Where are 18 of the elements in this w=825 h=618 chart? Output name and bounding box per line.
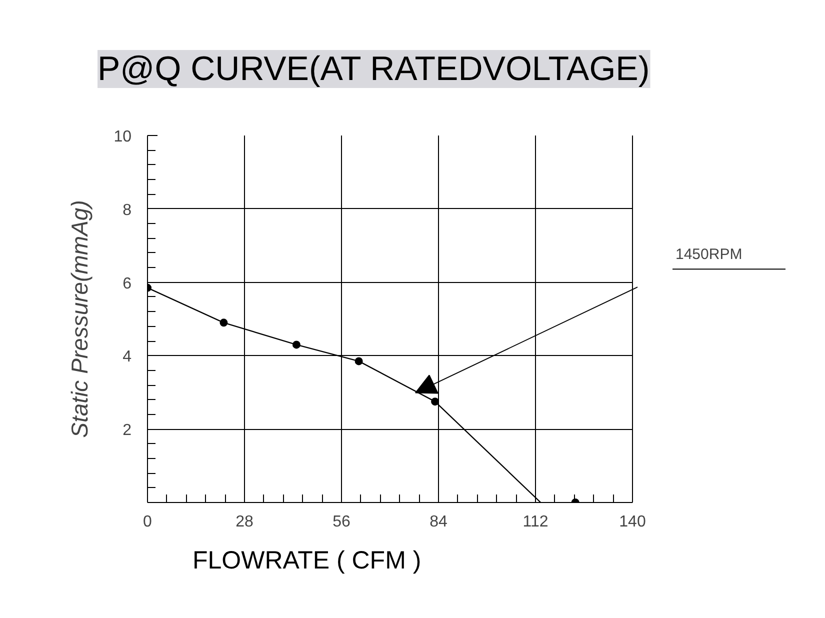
point bbox=[292, 340, 300, 349]
x-tick-label: 112 bbox=[522, 514, 548, 530]
y-axis-title: Static Pressure(mmAg) bbox=[66, 200, 93, 438]
y-tick-label: 8 bbox=[122, 202, 132, 219]
y-tick-label: 4 bbox=[122, 348, 132, 366]
x-tick-label: 28 bbox=[236, 514, 254, 530]
point bbox=[354, 357, 363, 366]
y-tick-label: 6 bbox=[122, 275, 132, 292]
x-tick-label: 0 bbox=[143, 514, 152, 530]
x-tick-label: 140 bbox=[619, 514, 646, 530]
x-axis-title: FLOWRATE ( CFM ) bbox=[192, 546, 422, 574]
chart-title: P@Q CURVE(AT RATEDVOLTAGE) bbox=[98, 50, 650, 88]
y-tick-label: 2 bbox=[122, 422, 132, 440]
point bbox=[220, 318, 228, 327]
text: 1450RPM bbox=[676, 246, 742, 264]
x-tick-label: 84 bbox=[430, 514, 448, 530]
y-tick-label: 10 bbox=[114, 128, 132, 146]
x-tick-label: 56 bbox=[332, 514, 350, 530]
